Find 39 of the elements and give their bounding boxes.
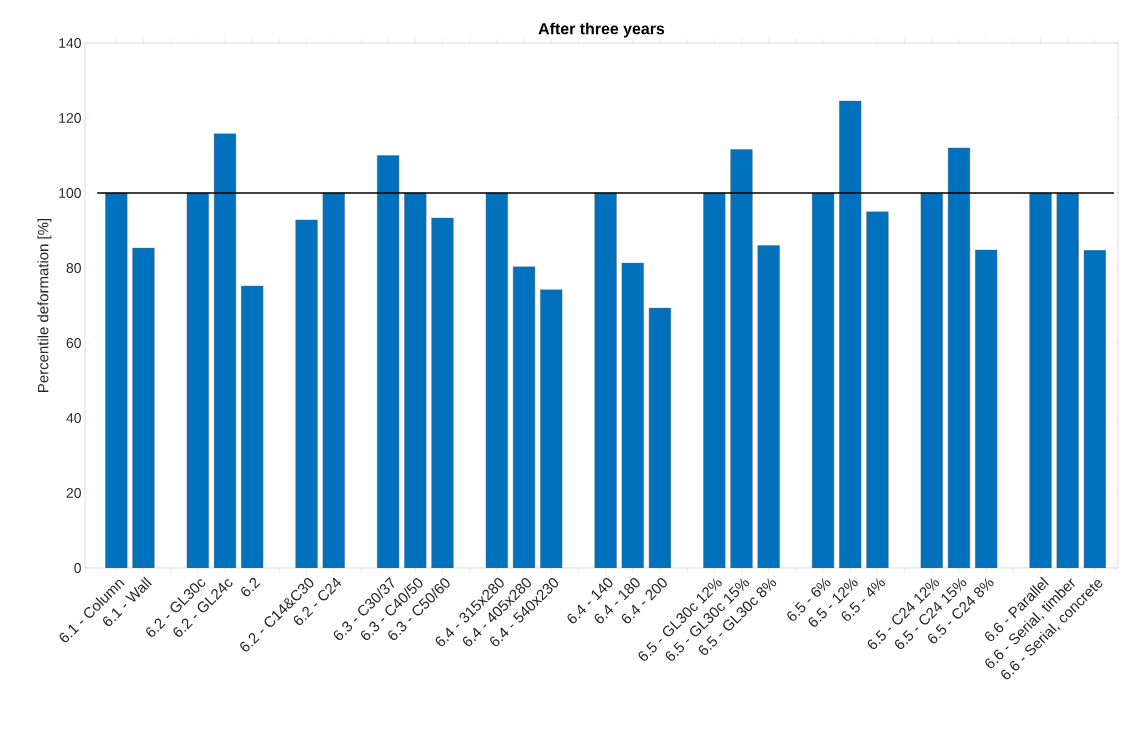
bar <box>540 289 563 568</box>
bar <box>1083 250 1106 568</box>
bar <box>513 266 535 568</box>
bar <box>322 192 345 568</box>
bar <box>295 219 318 568</box>
y-tick-label: 40 <box>66 413 81 423</box>
bar <box>132 248 155 568</box>
bar <box>839 101 862 568</box>
y-axis-title: Percentile deformation [%] <box>37 218 52 392</box>
bar <box>1056 192 1079 568</box>
bar <box>621 263 644 568</box>
bar <box>404 192 427 568</box>
bar <box>757 245 780 568</box>
bar <box>186 192 209 568</box>
y-tick-label: 0 <box>74 563 81 573</box>
bar <box>975 249 998 568</box>
y-tick-label: 60 <box>66 338 81 348</box>
bar <box>948 147 970 568</box>
bar <box>241 285 264 568</box>
y-tick-label: 20 <box>66 488 81 498</box>
y-tick-label: 80 <box>66 263 81 273</box>
y-tick-label: 100 <box>59 188 81 198</box>
bar <box>485 192 508 568</box>
bar <box>866 211 889 568</box>
bar <box>105 192 128 568</box>
y-tick-label: 140 <box>59 38 81 48</box>
bar <box>431 218 454 568</box>
bar <box>920 192 943 568</box>
bar <box>649 308 671 568</box>
chart-title: After three years <box>538 22 665 38</box>
bar <box>594 192 617 568</box>
bar <box>812 192 834 568</box>
y-tick-label: 120 <box>59 113 81 123</box>
bar <box>1029 192 1052 568</box>
bar <box>730 149 753 568</box>
x-tick-label: 6.2 <box>241 577 261 597</box>
bar <box>377 155 399 568</box>
bar <box>214 133 236 568</box>
bar <box>703 192 726 568</box>
